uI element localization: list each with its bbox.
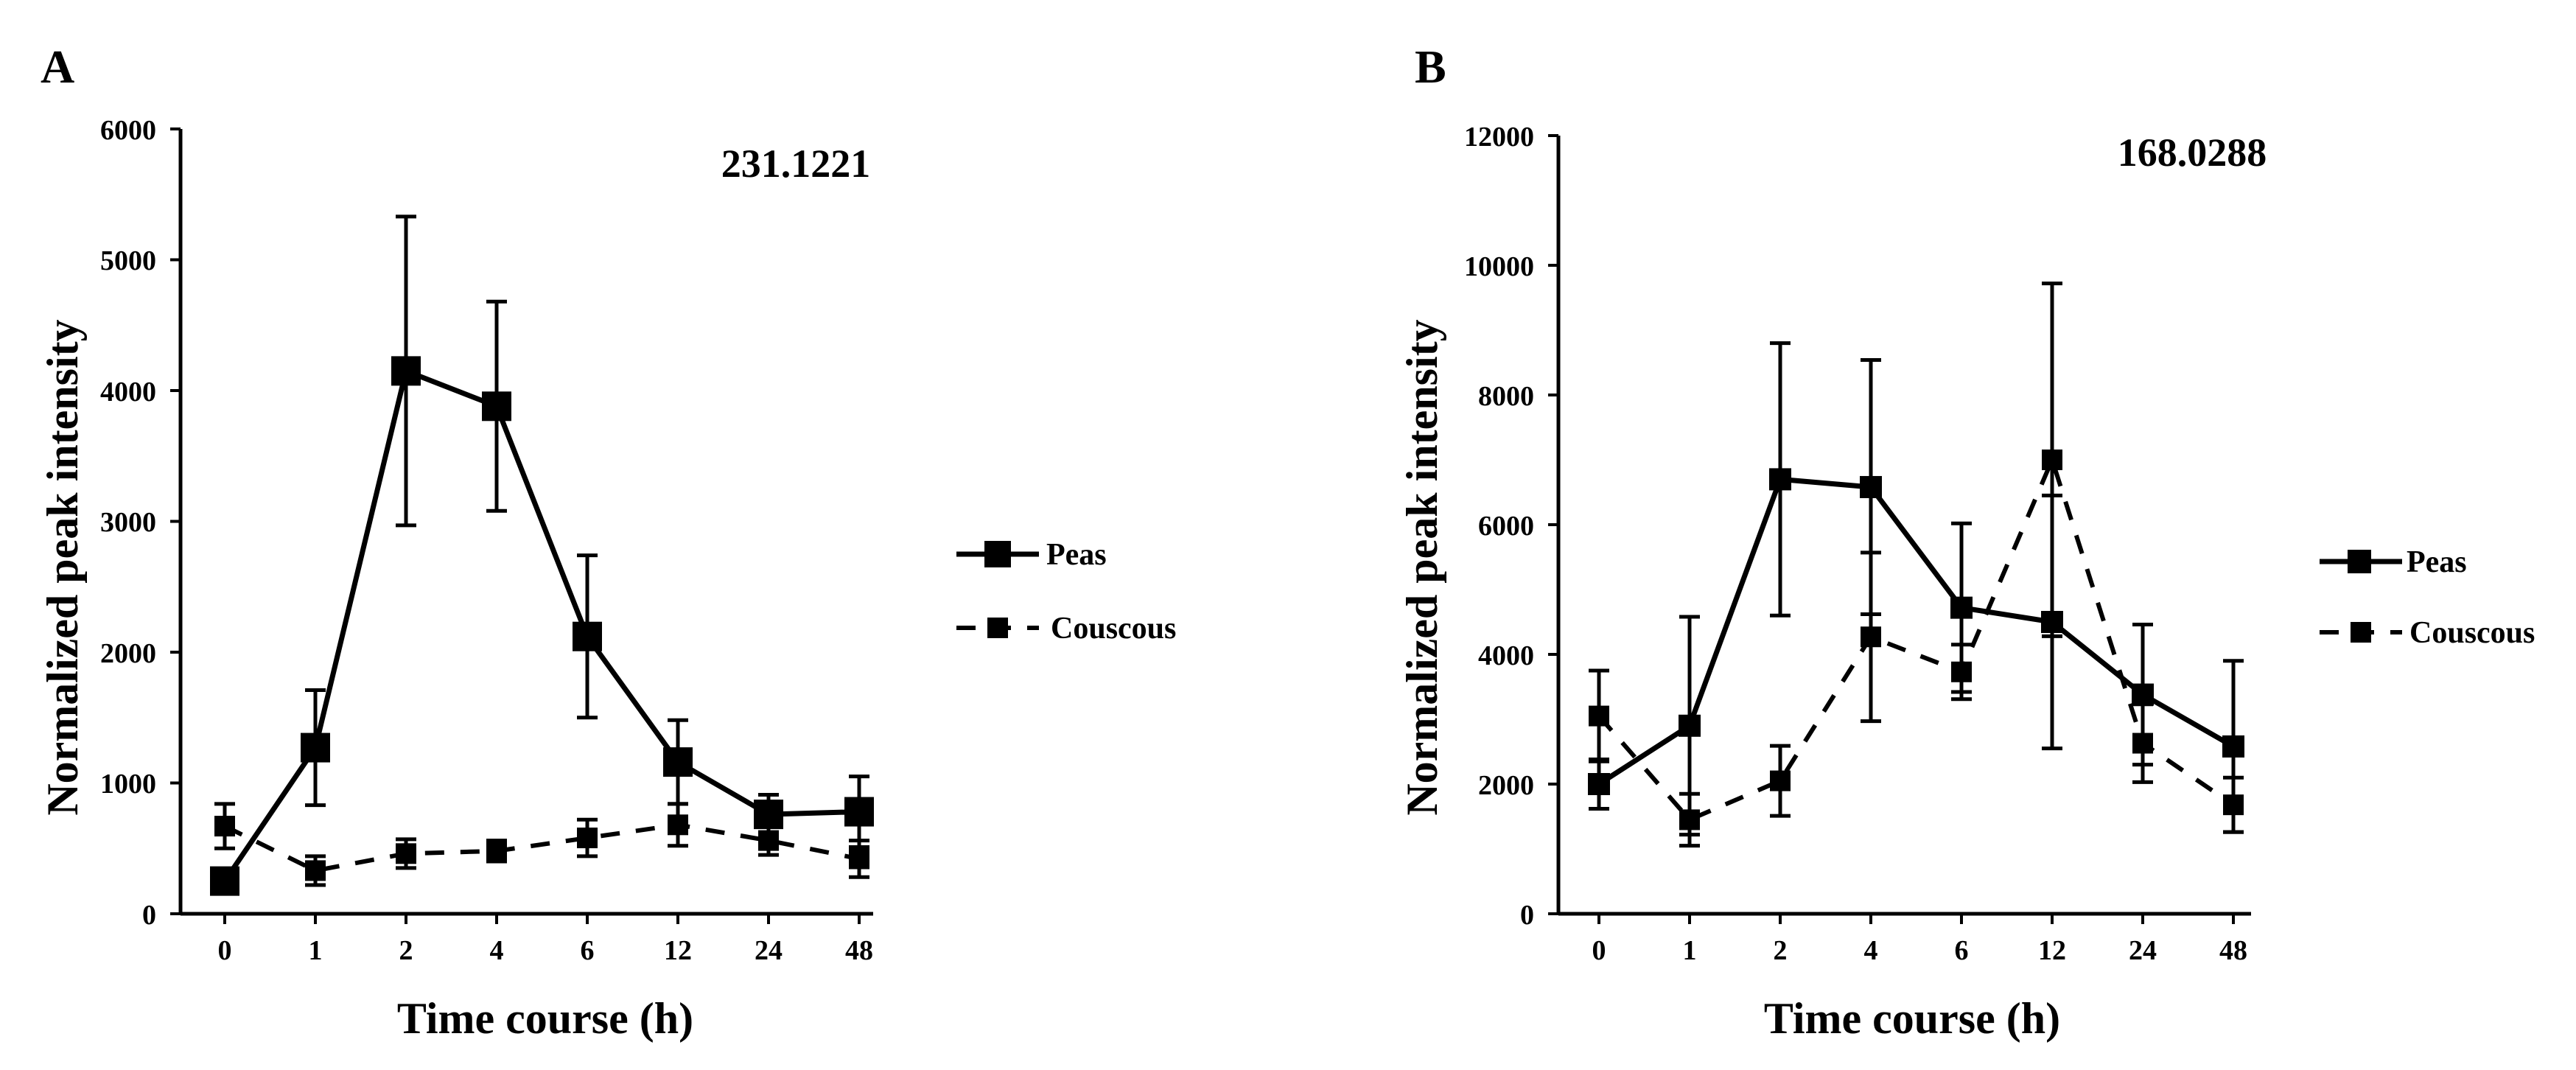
x-tick-label: 12 bbox=[2038, 935, 2066, 966]
data-point-couscous bbox=[2132, 732, 2153, 754]
y-tick-label: 3000 bbox=[100, 507, 156, 538]
y-tick-label: 6000 bbox=[1478, 511, 1534, 542]
y-tick-label: 5000 bbox=[100, 245, 156, 276]
y-axis-title: Normalized peak intensity bbox=[1398, 319, 1446, 815]
legend: Peas Couscous bbox=[956, 538, 1176, 646]
x-tick-label: 12 bbox=[664, 935, 692, 966]
x-tick-label: 4 bbox=[490, 935, 504, 966]
x-tick-label: 1 bbox=[309, 935, 323, 966]
data-point-peas bbox=[301, 732, 330, 763]
data-point-couscous bbox=[1951, 661, 1972, 682]
series-couscous bbox=[214, 802, 869, 887]
data-point-couscous bbox=[758, 830, 779, 851]
series-peas bbox=[210, 214, 874, 896]
data-point-peas bbox=[573, 621, 602, 651]
series-line-couscous bbox=[223, 822, 860, 873]
data-point-couscous bbox=[668, 814, 688, 836]
x-tick-label: 48 bbox=[2219, 935, 2247, 966]
y-tick-label: 4000 bbox=[100, 377, 156, 408]
data-point-peas bbox=[2132, 683, 2154, 706]
x-tick-label: 0 bbox=[1592, 935, 1606, 966]
data-point-couscous bbox=[577, 828, 598, 849]
data-point-couscous bbox=[1861, 626, 1881, 648]
y-tick-label: 2000 bbox=[100, 638, 156, 669]
data-point-peas bbox=[1769, 468, 1791, 491]
x-tick-label: 24 bbox=[755, 935, 783, 966]
panel-a: A 231.1221 Normalized peak intensity Tim… bbox=[38, 41, 1176, 1043]
panel-label: A bbox=[41, 41, 74, 93]
x-tick-label: 6 bbox=[1955, 935, 1969, 966]
series-line-peas bbox=[223, 368, 860, 883]
x-axis-title: Time course (h) bbox=[1764, 994, 2060, 1043]
data-point-couscous bbox=[1770, 770, 1791, 791]
y-tick-label: 1000 bbox=[100, 769, 156, 800]
legend-label-peas: Peas bbox=[2407, 545, 2467, 579]
data-point-couscous bbox=[1679, 809, 1700, 831]
panel-b: B 168.0288 Normalized peak intensity Tim… bbox=[1398, 41, 2535, 1043]
series-line-couscous bbox=[1597, 458, 2235, 822]
mz-annotation: 168.0288 bbox=[2118, 130, 2267, 175]
data-point-peas bbox=[1679, 714, 1701, 737]
panel-label: B bbox=[1415, 41, 1446, 93]
data-point-peas bbox=[754, 800, 783, 830]
x-tick-label: 2 bbox=[1774, 935, 1788, 966]
legend-label-peas: Peas bbox=[1046, 538, 1107, 572]
y-tick-label: 10000 bbox=[1464, 251, 1534, 282]
data-point-peas bbox=[2222, 735, 2244, 758]
legend-marker-peas bbox=[984, 541, 1011, 567]
data-point-couscous bbox=[305, 860, 326, 881]
y-tick-label: 0 bbox=[142, 900, 156, 931]
legend: Peas Couscous bbox=[2320, 545, 2535, 650]
y-axis-title: Normalized peak intensity bbox=[38, 319, 87, 815]
data-point-couscous bbox=[396, 843, 416, 864]
data-point-peas bbox=[391, 356, 421, 386]
x-tick-label: 4 bbox=[1864, 935, 1878, 966]
data-point-couscous bbox=[849, 848, 869, 870]
legend-marker-couscous bbox=[2351, 622, 2371, 643]
y-tick-label: 12000 bbox=[1464, 122, 1534, 153]
x-tick-label: 1 bbox=[1683, 935, 1697, 966]
data-point-couscous bbox=[2042, 450, 2062, 470]
plot-area: 0 1 2 4 6 12 24 48 bbox=[1548, 134, 2251, 966]
y-tick-label: 2000 bbox=[1478, 770, 1534, 801]
data-point-couscous bbox=[1589, 705, 1609, 727]
data-point-couscous bbox=[214, 816, 235, 837]
y-tick-labels: 0 2000 4000 6000 8000 10000 12000 bbox=[1464, 122, 1534, 931]
data-point-peas bbox=[1588, 773, 1610, 795]
legend-marker-couscous bbox=[987, 618, 1008, 638]
data-point-peas bbox=[663, 747, 693, 777]
x-tick-label: 2 bbox=[399, 935, 413, 966]
x-axis-title: Time course (h) bbox=[397, 994, 693, 1043]
data-point-peas bbox=[210, 866, 239, 896]
x-tick-label: 48 bbox=[845, 935, 873, 966]
x-tick-label: 0 bbox=[218, 935, 232, 966]
mz-annotation: 231.1221 bbox=[721, 141, 871, 186]
data-point-couscous bbox=[486, 840, 507, 861]
legend-marker-peas bbox=[2348, 550, 2371, 573]
y-tick-label: 6000 bbox=[100, 115, 156, 146]
legend-label-couscous: Couscous bbox=[1051, 612, 1176, 646]
data-point-peas bbox=[1950, 596, 1973, 619]
y-tick-label: 4000 bbox=[1478, 640, 1534, 671]
x-tick-label: 24 bbox=[2129, 935, 2157, 966]
y-tick-label: 0 bbox=[1520, 900, 1534, 931]
y-tick-labels: 0 1000 2000 3000 4000 5000 6000 bbox=[100, 115, 156, 931]
data-point-peas bbox=[844, 797, 874, 827]
series-couscous bbox=[1589, 282, 2244, 848]
x-tick-label: 6 bbox=[581, 935, 595, 966]
series-line-peas bbox=[1597, 476, 2235, 786]
plot-area: 0 1 2 4 6 12 24 48 bbox=[170, 127, 874, 966]
y-tick-label: 8000 bbox=[1478, 381, 1534, 412]
data-point-couscous bbox=[2223, 794, 2244, 816]
data-point-peas bbox=[1860, 475, 1882, 498]
series-peas bbox=[1588, 341, 2244, 837]
legend-label-couscous: Couscous bbox=[2409, 616, 2535, 650]
data-point-peas bbox=[482, 391, 511, 422]
